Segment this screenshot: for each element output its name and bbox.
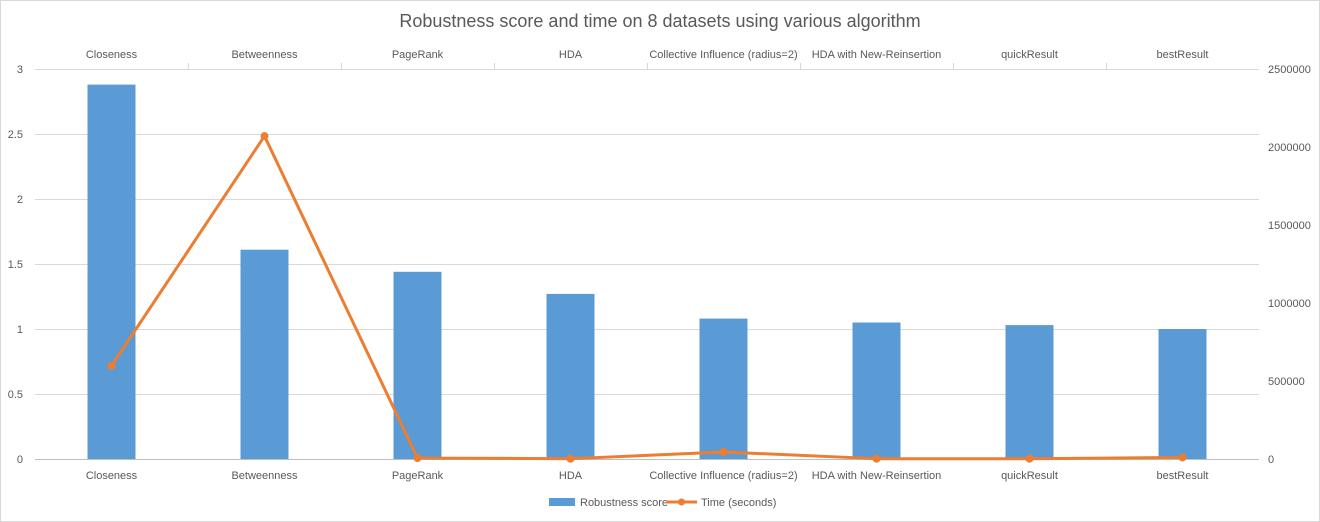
right-axis: 0 500000 1000000 1500000 2000000 2500000 bbox=[1268, 64, 1311, 466]
right-axis-tick: 0 bbox=[1268, 454, 1274, 466]
right-axis-tick: 1500000 bbox=[1268, 220, 1311, 232]
time-point bbox=[566, 454, 575, 463]
right-axis-tick: 2000000 bbox=[1268, 142, 1311, 154]
bar-series bbox=[87, 84, 1207, 459]
time-point bbox=[719, 447, 728, 456]
right-axis-tick: 2500000 bbox=[1268, 64, 1311, 76]
left-axis-tick: 0.5 bbox=[8, 389, 23, 401]
bottom-category-label: quickResult bbox=[1001, 470, 1058, 482]
bottom-category-label: Collective Influence (radius=2) bbox=[649, 470, 797, 482]
top-category-label: Betweenness bbox=[231, 49, 298, 61]
left-axis-tick: 2.5 bbox=[8, 129, 23, 141]
chart-title: Robustness score and time on 8 datasets … bbox=[399, 11, 920, 31]
top-category-labels: Closeness Betweenness PageRank HDA Collectiv… bbox=[86, 49, 1209, 69]
top-category-label: bestResult bbox=[1157, 49, 1209, 61]
bottom-category-labels: Closeness Betweenness PageRank HDA Collectiv… bbox=[86, 470, 1209, 482]
bar bbox=[1005, 325, 1054, 459]
bottom-category-label: Betweenness bbox=[231, 470, 298, 482]
top-category-label: Collective Influence (radius=2) bbox=[649, 49, 797, 61]
left-axis-tick: 0 bbox=[17, 454, 23, 466]
time-point bbox=[872, 454, 881, 463]
bottom-category-label: HDA bbox=[559, 470, 583, 482]
top-category-label: HDA with New-Reinsertion bbox=[812, 49, 942, 61]
left-axis-tick: 2 bbox=[17, 194, 23, 206]
bottom-category-label: PageRank bbox=[392, 470, 444, 482]
gridlines bbox=[35, 69, 1259, 460]
time-point bbox=[1178, 453, 1187, 462]
bar bbox=[240, 249, 289, 459]
bar bbox=[87, 84, 136, 459]
left-axis: 0 0.5 1 1.5 2 2.5 3 bbox=[8, 64, 23, 466]
top-category-label: Closeness bbox=[86, 49, 138, 61]
right-axis-tick: 1000000 bbox=[1268, 298, 1311, 310]
top-category-label: quickResult bbox=[1001, 49, 1058, 61]
legend-bar-label: Robustness score bbox=[580, 497, 668, 509]
legend-bar-swatch bbox=[549, 498, 575, 506]
bottom-category-label: bestResult bbox=[1157, 470, 1209, 482]
bottom-category-label: Closeness bbox=[86, 470, 138, 482]
right-axis-tick: 500000 bbox=[1268, 376, 1305, 388]
time-line bbox=[110, 134, 1183, 461]
top-category-label: PageRank bbox=[392, 49, 444, 61]
left-axis-tick: 3 bbox=[17, 64, 23, 76]
time-point bbox=[107, 361, 116, 370]
bar bbox=[393, 271, 442, 459]
legend: Robustness score Time (seconds) bbox=[549, 497, 776, 509]
time-point bbox=[1025, 454, 1034, 463]
time-point bbox=[413, 454, 422, 463]
time-point bbox=[260, 132, 269, 141]
bottom-category-label: HDA with New-Reinsertion bbox=[812, 470, 942, 482]
line-series bbox=[107, 132, 1187, 463]
left-axis-tick: 1 bbox=[17, 324, 23, 336]
left-axis-tick: 1.5 bbox=[8, 259, 23, 271]
bar bbox=[1158, 329, 1207, 459]
bar bbox=[852, 322, 901, 459]
legend-line-marker bbox=[678, 498, 685, 506]
bar bbox=[546, 293, 595, 459]
top-category-label: HDA bbox=[559, 49, 583, 61]
bar bbox=[699, 318, 748, 459]
legend-line-label: Time (seconds) bbox=[701, 497, 776, 509]
